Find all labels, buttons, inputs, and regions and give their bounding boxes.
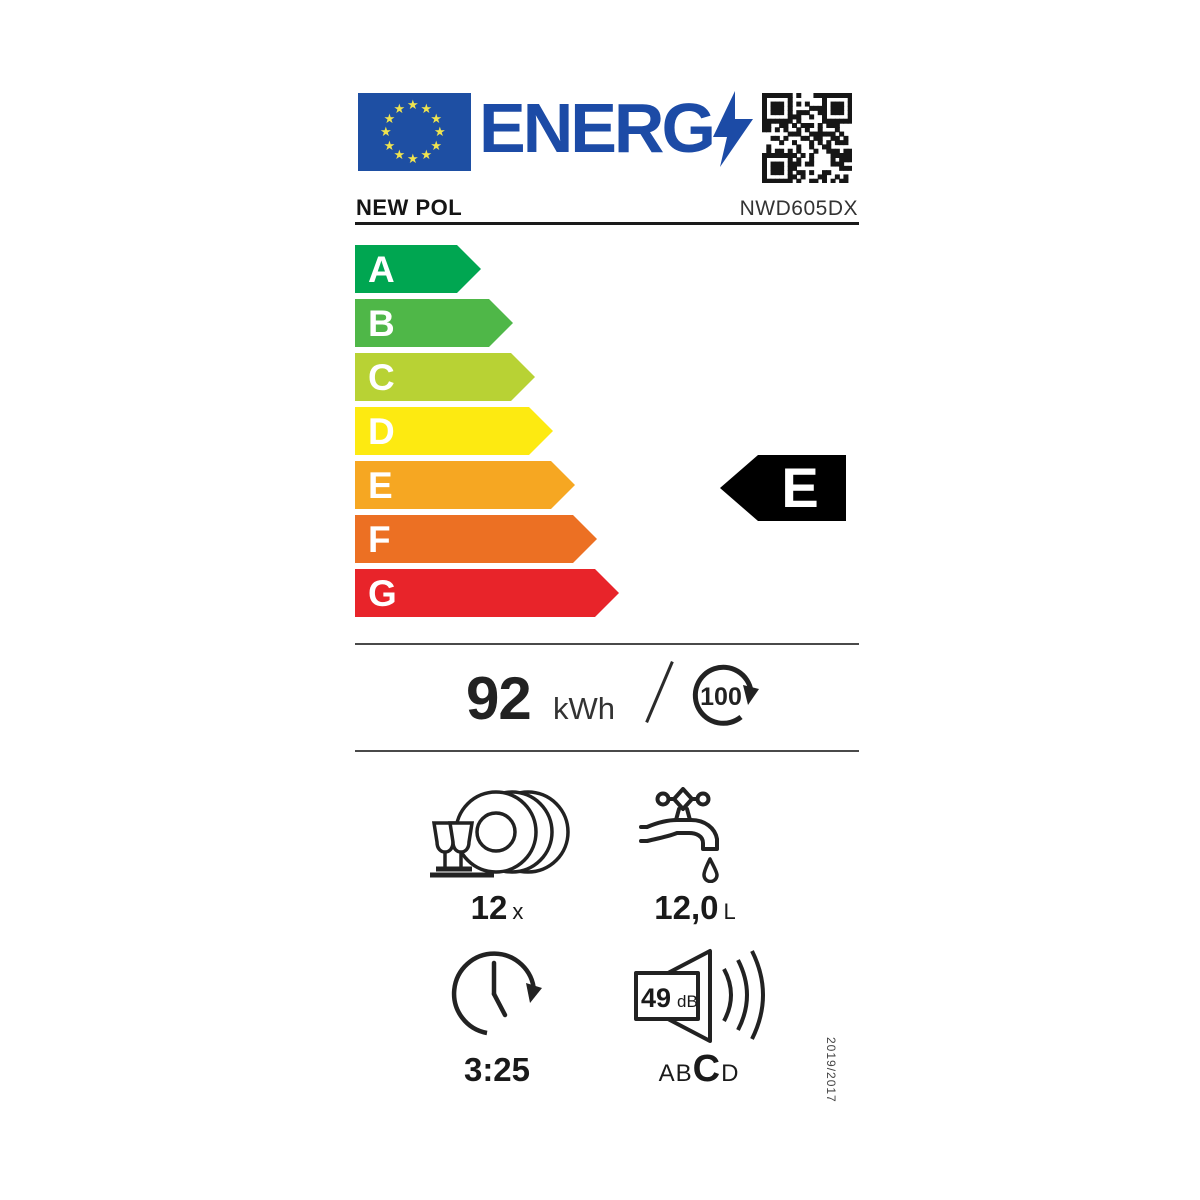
rating-arrow: E <box>720 455 846 521</box>
place-settings-cell: 12 x <box>417 787 577 926</box>
flag-star: ★ <box>420 147 433 163</box>
place-settings-value: 12 x <box>417 889 577 926</box>
class-letter-d: D <box>368 410 395 452</box>
water-tap-icon <box>639 787 719 884</box>
class-arrow-c: C <box>355 353 535 401</box>
class-letter-b: B <box>368 302 395 344</box>
place-settings-unit: x <box>512 899 524 924</box>
energy-section-divider-top <box>355 643 859 645</box>
per-100-cycles-icon: 100 <box>692 664 759 726</box>
flag-star: ★ <box>430 137 443 153</box>
flag-star: ★ <box>383 110 396 126</box>
energ-logo-text: ENERG <box>479 89 716 167</box>
class-letter-e: E <box>368 464 393 506</box>
duration-value: 3:25 <box>463 1051 531 1088</box>
noise-value: 49 <box>641 983 671 1013</box>
per-slash <box>645 661 674 723</box>
flag-star: ★ <box>407 151 419 166</box>
class-letter-a: A <box>368 248 395 290</box>
noise-class-c: C <box>692 1048 722 1090</box>
water-unit: L <box>723 899 736 924</box>
duration-cell: 3:25 <box>417 947 577 1088</box>
brand-name: NEW POL <box>356 195 463 220</box>
energy-consumption-row: 92 kWh 100 <box>352 655 860 750</box>
water-cell: 12,0 L <box>615 787 775 926</box>
water-value: 12,0 L <box>615 889 775 926</box>
noise-class-b: B <box>675 1060 693 1087</box>
flag-star: ★ <box>434 124 446 139</box>
place-settings-icon <box>430 790 570 878</box>
flag-star: ★ <box>380 124 392 139</box>
regulation-reference: 2019/2017 <box>824 1037 838 1103</box>
class-arrow-e: E <box>355 461 575 509</box>
class-letter-f: F <box>368 518 391 560</box>
clock-icon <box>451 951 542 1036</box>
water-litres: 12,0 <box>654 889 719 926</box>
noise-class-d: D <box>721 1060 740 1087</box>
flag-star: ★ <box>430 110 443 126</box>
energy-value: 92 <box>466 665 532 732</box>
rating-letter: E <box>781 456 819 519</box>
noise-unit: dB <box>677 992 698 1011</box>
model-number: NWD605DX <box>739 197 858 220</box>
flag-star: ★ <box>393 147 406 163</box>
per-cycles-count: 100 <box>700 683 742 711</box>
flag-star: ★ <box>420 100 433 116</box>
header-divider <box>355 222 859 225</box>
class-letter-g: G <box>368 572 397 614</box>
energy-unit: kWh <box>553 691 615 726</box>
class-arrow-d: D <box>355 407 553 455</box>
lightning-bolt-icon <box>713 91 753 167</box>
flag-star: ★ <box>383 137 396 153</box>
eu-flag-icon: ★ ★ ★ ★ ★ ★ ★ ★ ★ ★ ★ ★ <box>358 93 471 171</box>
brand-row: NEW POL NWD605DX <box>356 195 858 221</box>
flag-star: ★ <box>393 100 406 116</box>
noise-icon: 49 dB <box>634 949 765 1043</box>
qr-code-icon <box>762 93 852 183</box>
noise-class-a: A <box>658 1060 676 1087</box>
class-arrow-f: F <box>355 515 597 563</box>
class-arrow-g: G <box>355 569 619 617</box>
place-settings-count: 12 <box>470 889 508 926</box>
energy-section-divider-bottom <box>355 750 859 752</box>
class-letter-c: C <box>368 356 395 398</box>
class-arrow-a: A <box>355 245 481 293</box>
flag-star: ★ <box>407 97 419 112</box>
class-arrow-b: B <box>355 299 513 347</box>
